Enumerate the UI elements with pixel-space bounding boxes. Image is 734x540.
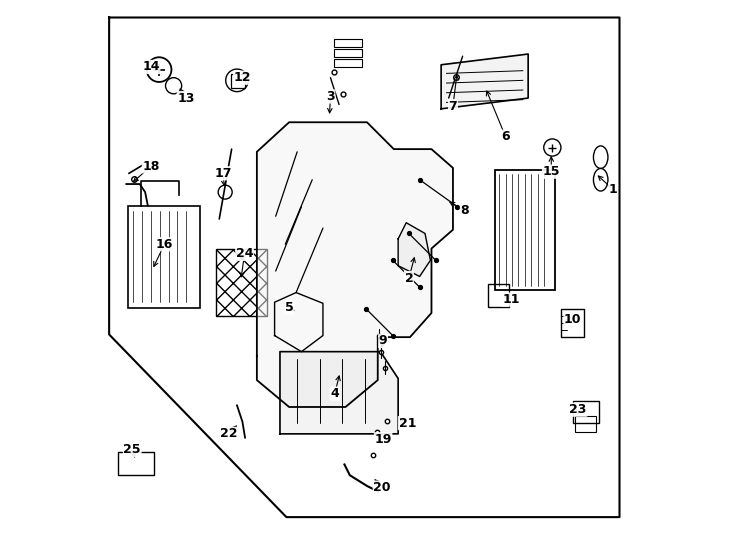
Bar	[495, 170, 555, 291]
Text: 25: 25	[123, 443, 141, 456]
Text: 3: 3	[326, 90, 335, 103]
Text: 22: 22	[220, 427, 238, 440]
Bar	[573, 401, 598, 423]
Text: 17: 17	[214, 167, 232, 180]
Bar	[575, 416, 596, 432]
Polygon shape	[398, 222, 430, 276]
Bar	[334, 49, 362, 57]
Text: 9: 9	[379, 334, 388, 347]
Ellipse shape	[594, 146, 608, 168]
Text: 16: 16	[156, 238, 173, 251]
Text: 10: 10	[564, 313, 581, 326]
Text: 20: 20	[374, 481, 390, 494]
Text: 15: 15	[542, 165, 560, 178]
Text: 7: 7	[448, 100, 457, 113]
Text: 2: 2	[404, 272, 413, 285]
Text: 8: 8	[460, 205, 469, 218]
Text: 11: 11	[502, 293, 520, 306]
Text: 5: 5	[285, 301, 294, 314]
Text: 19: 19	[374, 433, 392, 446]
Bar	[334, 59, 362, 67]
Text: 1: 1	[608, 183, 617, 196]
Text: 6: 6	[501, 130, 510, 143]
Text: 23: 23	[570, 403, 586, 416]
Polygon shape	[280, 352, 398, 434]
Bar	[488, 284, 509, 307]
Bar	[562, 309, 584, 337]
Polygon shape	[441, 54, 528, 109]
Text: 4: 4	[330, 387, 339, 400]
Bar	[128, 206, 200, 308]
Text: 24: 24	[236, 247, 253, 260]
Bar	[230, 75, 244, 89]
Bar	[117, 451, 154, 475]
Bar	[334, 39, 362, 46]
Polygon shape	[257, 122, 453, 407]
Text: 18: 18	[142, 160, 160, 173]
Bar	[216, 248, 266, 316]
Text: 12: 12	[233, 71, 251, 84]
Text: 14: 14	[142, 60, 160, 73]
Text: 21: 21	[399, 416, 416, 430]
Text: 13: 13	[178, 92, 195, 105]
Ellipse shape	[594, 168, 608, 191]
